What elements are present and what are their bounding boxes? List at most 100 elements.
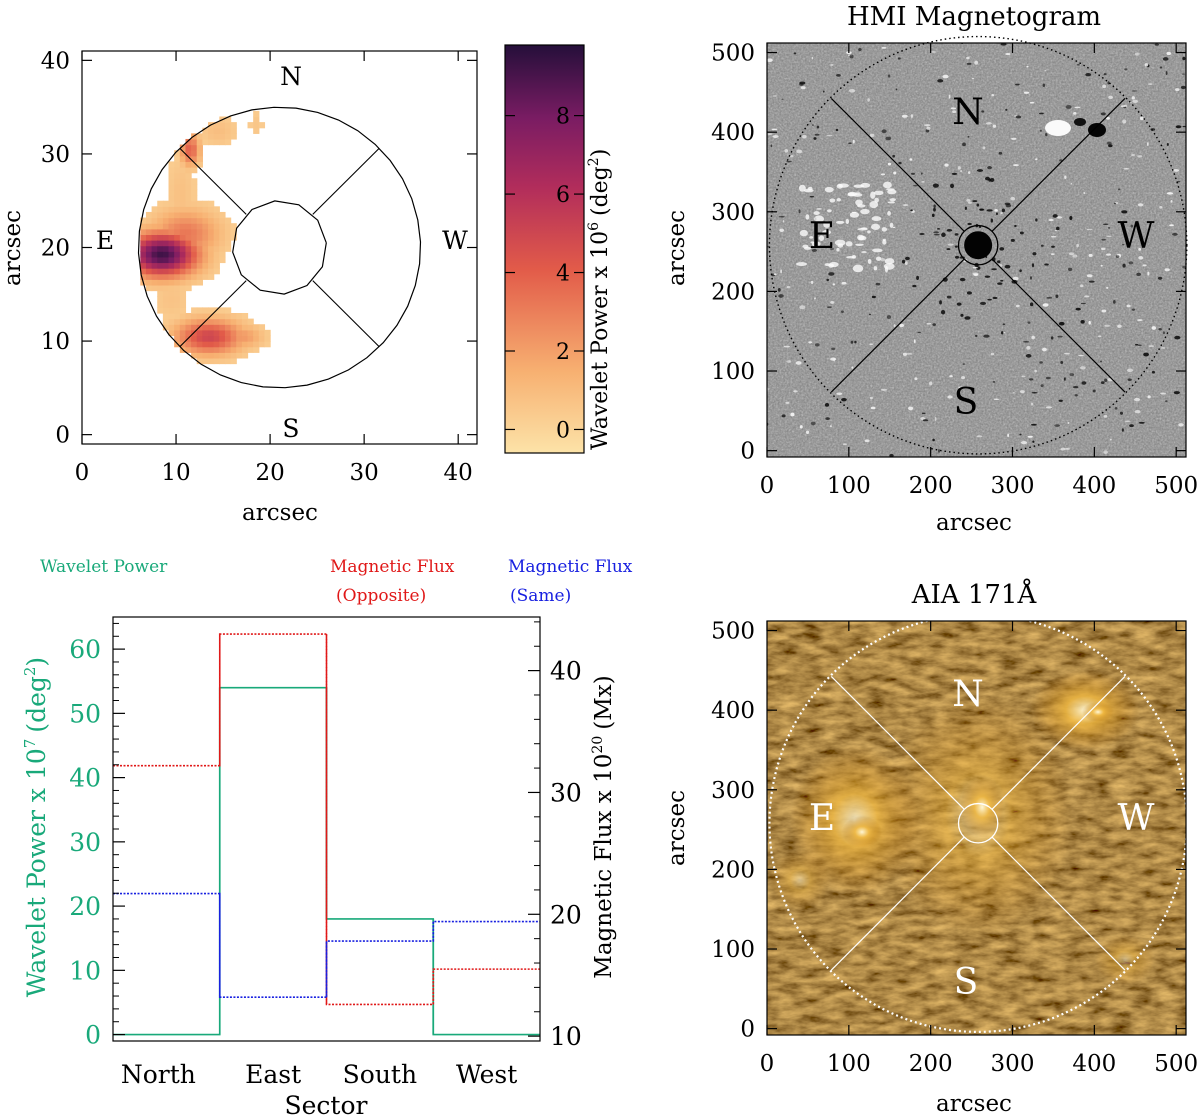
hmi-negative-element <box>998 151 1003 155</box>
heatmap-cell <box>219 352 226 359</box>
hmi-negative-element <box>1136 272 1141 276</box>
hmi-positive-element <box>1030 402 1034 406</box>
hmi-positive-element <box>1142 264 1147 267</box>
heatmap-cell <box>208 256 215 264</box>
heatmap-cell <box>157 256 164 264</box>
hmi-negative-element <box>967 136 970 138</box>
hmi-negative-element <box>1134 343 1139 346</box>
hmi-title: HMI Magnetogram <box>847 2 1101 32</box>
hmi-positive-element <box>1012 276 1019 281</box>
hmi-positive-element <box>1026 65 1029 68</box>
hmi-positive-element <box>991 93 995 97</box>
hmi-negative-element <box>1182 56 1186 61</box>
hmi-plage-element <box>836 247 840 252</box>
heatmap-cell <box>224 324 232 331</box>
hmi-positive-element <box>1170 199 1173 203</box>
heatmap-cell <box>185 155 192 163</box>
heatmap-cell <box>185 195 192 202</box>
heatmap-cell <box>191 251 198 258</box>
heatmap-cell <box>191 189 198 196</box>
hmi-positive-element <box>974 60 979 65</box>
hmi-network-element <box>966 291 972 295</box>
hmi-positive-element <box>1147 83 1153 85</box>
hmi-negative-element <box>1159 66 1163 69</box>
heatmap-cell <box>213 341 220 348</box>
hmi-positive-element <box>899 323 905 328</box>
hmi-positive-element <box>852 139 855 144</box>
heatmap-cell <box>219 324 226 331</box>
heatmap-cell <box>230 133 237 140</box>
hmi-negative-element <box>850 340 854 344</box>
heatmap-cell <box>202 228 209 235</box>
hmi-negative-element <box>1099 360 1103 363</box>
hmi-positive-element <box>811 56 814 60</box>
heatmap-cell <box>174 251 181 258</box>
aia-sector-divider <box>830 675 965 810</box>
heatmap-cell <box>162 245 170 252</box>
heatmap-cell <box>191 279 198 286</box>
heatmap-cell <box>219 313 226 320</box>
heatmap-cell <box>179 324 187 331</box>
hmi-negative-element <box>1030 276 1032 280</box>
hmi-positive-element <box>780 269 782 274</box>
hmi-y-tick-label: 400 <box>711 120 755 146</box>
colorbar-label-unit-exp: 2 <box>586 157 602 166</box>
hmi-positive-element <box>841 281 847 285</box>
hmi-positive-element <box>1078 355 1084 357</box>
hmi-negative-element <box>1117 188 1121 191</box>
heatmap-cell <box>196 352 203 359</box>
heatmap-cell <box>196 357 203 365</box>
heatmap-cell <box>185 284 192 292</box>
heatmap-cell <box>236 346 243 353</box>
heatmap-cell <box>191 144 198 151</box>
heatmap-cell <box>213 346 220 353</box>
hmi-negative-element <box>919 233 925 236</box>
heatmap-cell <box>162 290 170 297</box>
heatmap-cell <box>168 296 175 303</box>
heatmap-cell <box>185 138 192 146</box>
heatmap-cell <box>208 211 215 219</box>
heatmap-cell <box>145 284 153 292</box>
hmi-positive-element <box>1144 63 1149 67</box>
heatmap-cell <box>157 279 164 286</box>
heatmap-cell <box>202 357 209 365</box>
heatmap-cell <box>168 290 175 297</box>
heatmap-cell <box>140 262 147 269</box>
heatmap-cell <box>191 155 198 163</box>
heatmap-cell <box>253 346 260 353</box>
heatmap-cell <box>213 324 220 331</box>
hmi-positive-element <box>1131 153 1135 157</box>
heatmap-cell <box>196 273 203 280</box>
hmi-positive-element <box>829 425 832 428</box>
heatmap-cell <box>219 228 226 235</box>
heatmap-cell <box>174 284 181 292</box>
hmi-plage-element <box>884 258 895 265</box>
heatmap-cell <box>191 234 198 241</box>
heatmap-cell <box>157 200 164 207</box>
hmi-negative-element <box>1154 43 1160 46</box>
hmi-negative-element <box>826 306 832 308</box>
heatmap-cell <box>202 251 209 258</box>
heatmap-cell <box>168 251 175 258</box>
hmi-positive-element <box>785 401 790 404</box>
hmi-label-west: W <box>1117 216 1154 257</box>
hmi-negative-element <box>1103 73 1107 76</box>
heatmap-cell <box>224 223 232 230</box>
heatmap-cell <box>185 178 192 185</box>
heatmap-cell <box>219 234 226 241</box>
heatmap-cell <box>208 234 215 241</box>
hmi-network-element <box>976 169 984 172</box>
heatmap-cell <box>208 352 215 359</box>
hmi-positive-element <box>1011 137 1017 140</box>
aia-x-tick-label: 0 <box>760 1051 775 1077</box>
heatmap-cell <box>224 357 232 365</box>
hmi-positive-element <box>1101 309 1107 313</box>
heatmap-cell <box>224 228 232 235</box>
hmi-x-axis-label: arcsec <box>936 510 1012 536</box>
hmi-positive-element <box>934 416 937 421</box>
hmi-negative-element <box>814 133 820 136</box>
hmi-positive-element <box>1050 235 1057 238</box>
heatmap-cell <box>179 273 187 280</box>
hmi-negative-element <box>1175 125 1182 129</box>
hmi-positive-element <box>1151 326 1156 330</box>
